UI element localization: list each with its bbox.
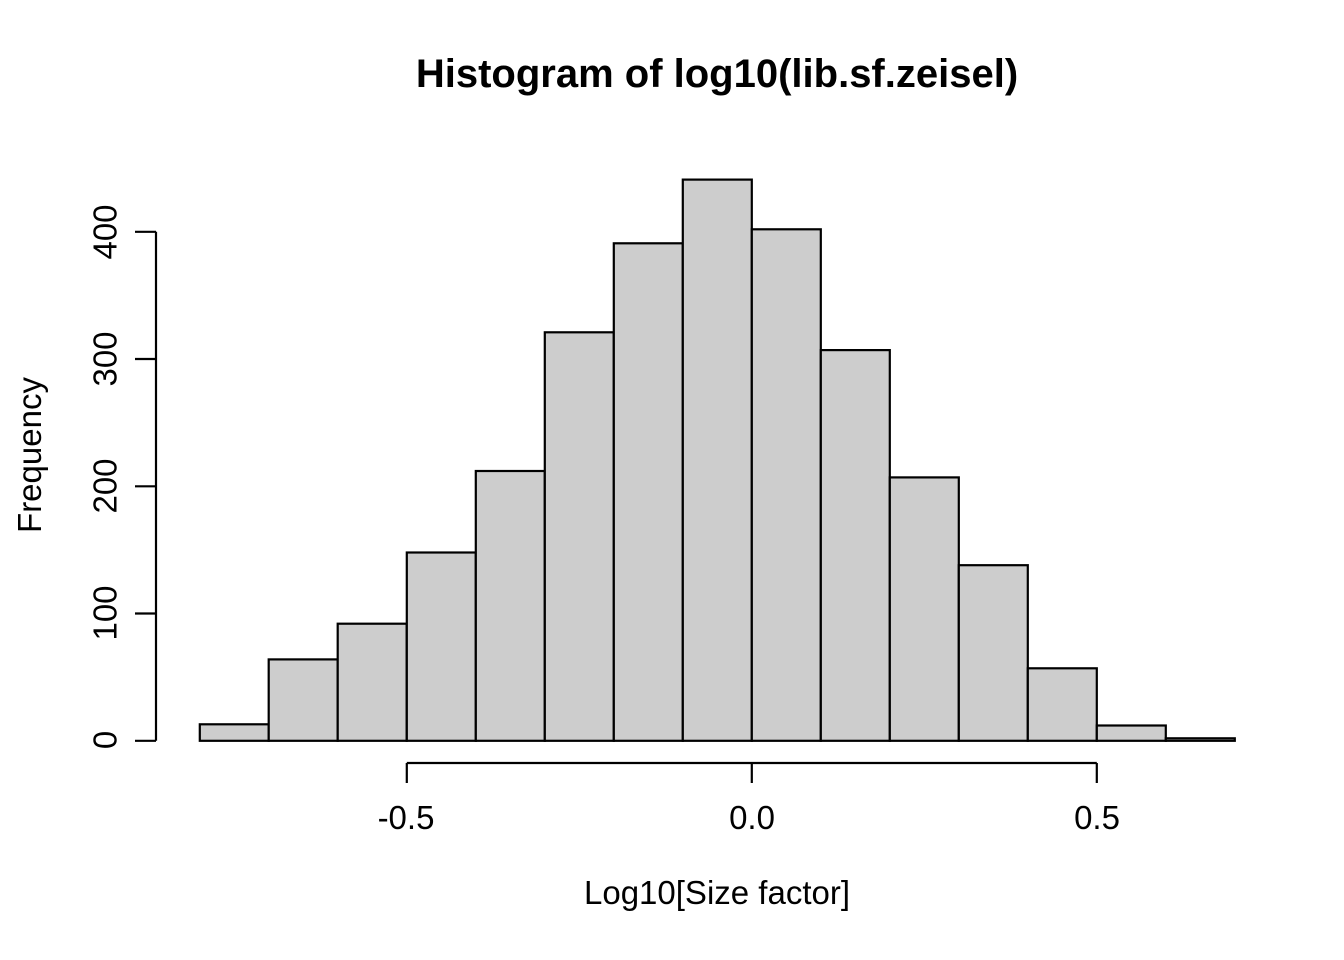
x-axis-group xyxy=(405,761,1098,783)
y-axis-group xyxy=(135,230,158,742)
histogram-bar-11 xyxy=(957,564,1029,742)
histogram-bar-4 xyxy=(474,469,546,742)
histogram-bar-7 xyxy=(681,178,753,742)
histogram-bar-8 xyxy=(750,228,822,742)
y-axis-title: Frequency xyxy=(11,377,48,533)
x-axis-title: Log10[Size factor] xyxy=(584,874,850,911)
y-tick-label-0: 0 xyxy=(86,730,124,750)
x-tick-label-neg0-5: -0.5 xyxy=(377,799,435,836)
histogram-bar-5 xyxy=(543,331,615,742)
histogram-bar-3 xyxy=(405,551,477,742)
histogram-bar-13 xyxy=(1095,724,1167,742)
histogram-bar-14 xyxy=(1164,737,1236,742)
histogram-bar-6 xyxy=(612,242,684,742)
x-tick-label-0-0: 0.0 xyxy=(729,799,775,836)
histogram-bar-1 xyxy=(267,658,339,742)
histogram-bar-0 xyxy=(198,723,270,742)
y-tick-label-200: 200 xyxy=(86,458,124,514)
y-tick-label-300: 300 xyxy=(86,331,124,387)
y-tick-label-100: 100 xyxy=(86,585,124,641)
histogram-bar-9 xyxy=(819,349,891,742)
histogram-bar-2 xyxy=(336,622,408,742)
chart-title: Histogram of log10(lib.sf.zeisel) xyxy=(415,52,1019,96)
x-tick-label-0-5: 0.5 xyxy=(1074,799,1120,836)
histogram-bar-12 xyxy=(1026,667,1098,742)
y-tick-label-400: 400 xyxy=(86,204,124,260)
bars-group xyxy=(198,178,1236,742)
histogram-bar-10 xyxy=(888,476,960,742)
